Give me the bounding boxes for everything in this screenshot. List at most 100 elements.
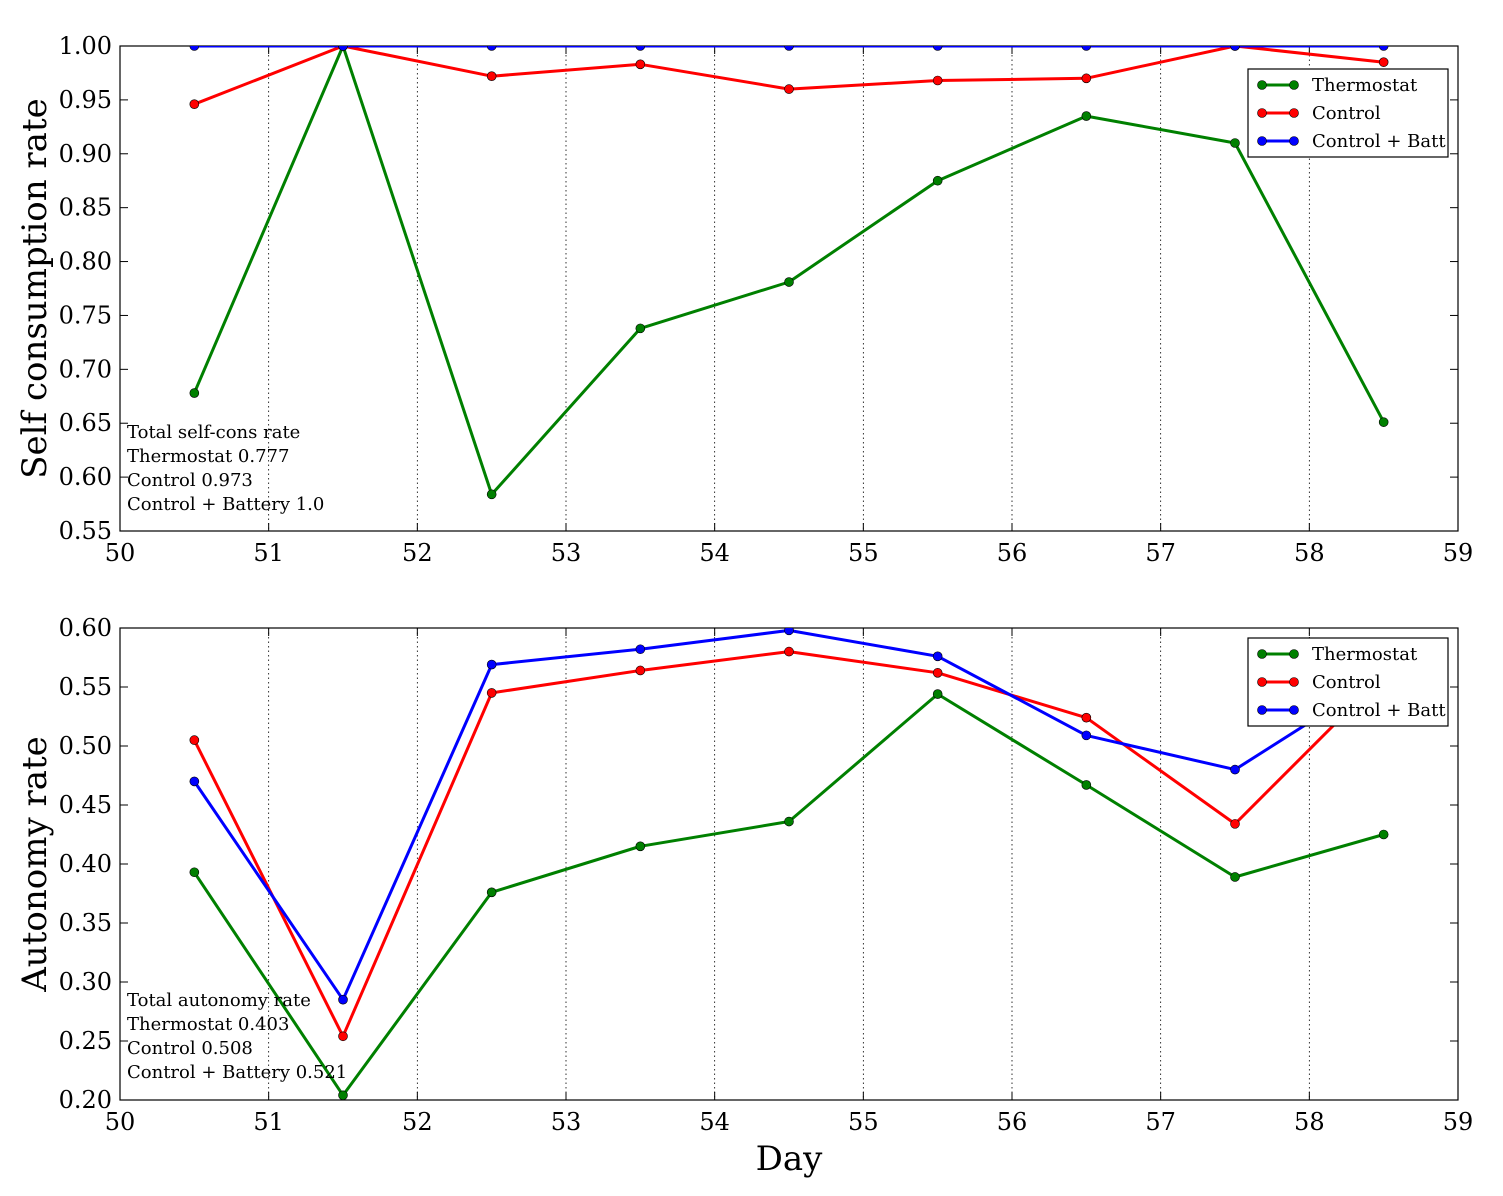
x-tick-label: 58 [1294, 1108, 1325, 1136]
data-point [1081, 111, 1092, 121]
legend-label: Control + Batt [1312, 131, 1446, 152]
data-point [784, 277, 794, 287]
data-point [1230, 138, 1240, 148]
data-point [486, 659, 497, 670]
data-point [1378, 829, 1389, 840]
y-tick-label: 0.55 [59, 517, 112, 545]
data-point [486, 688, 497, 698]
x-tick-label: 55 [848, 539, 879, 567]
data-point [486, 71, 497, 81]
legend-marker [1289, 80, 1299, 90]
data-point [932, 175, 943, 186]
data-point [1081, 730, 1092, 741]
data-point [635, 841, 646, 852]
legend-label: Control + Batt [1312, 700, 1446, 721]
series-line-control [193, 46, 1384, 106]
data-point [1378, 46, 1389, 51]
legend-marker [1257, 80, 1267, 90]
x-tick-label: 59 [1443, 539, 1474, 567]
legend-marker [1257, 136, 1267, 146]
annotation-line: Thermostat 0.777 [127, 446, 289, 467]
data-point [784, 84, 794, 94]
series-line-control [192, 650, 1385, 1038]
data-point [189, 735, 200, 745]
annotation-line: Total autonomy rate [127, 990, 311, 1011]
data-point [1230, 764, 1240, 775]
legend-label: Thermostat [1312, 644, 1418, 665]
y-tick-label: 0.60 [59, 463, 112, 491]
legend-marker [1289, 108, 1299, 118]
y-tick-label: 0.65 [59, 409, 112, 437]
x-tick-label: 51 [253, 539, 284, 567]
legend-marker [1289, 677, 1299, 687]
y-tick-label: 0.95 [59, 86, 112, 114]
x-tick-label: 58 [1294, 539, 1325, 567]
y-tick-label: 0.50 [59, 732, 112, 760]
legend: Thermostat Control Control + Batt [1247, 637, 1449, 727]
x-tick-label: 56 [997, 1108, 1028, 1136]
data-point [1081, 780, 1092, 790]
data-point [338, 1090, 348, 1100]
data-point [189, 99, 200, 109]
data-point [486, 489, 497, 500]
x-tick-label: 50 [105, 539, 136, 567]
annotation-line: Control + Battery 1.0 [127, 494, 324, 515]
annotation-line: Thermostat 0.403 [127, 1014, 289, 1035]
data-point [784, 646, 794, 657]
y-tick-label: 0.60 [59, 614, 112, 642]
data-point [635, 665, 646, 676]
y-tick-label: 0.35 [59, 909, 112, 937]
data-point [1081, 73, 1092, 84]
data-point [486, 887, 497, 898]
x-tick-label: 52 [402, 1108, 433, 1136]
legend-marker [1257, 649, 1267, 659]
data-point [486, 46, 497, 51]
data-point [189, 388, 200, 398]
x-tick-label: 56 [997, 539, 1028, 567]
x-tick-label: 53 [551, 1108, 582, 1136]
legend-marker [1289, 649, 1299, 659]
data-point [932, 75, 943, 86]
data-point [1378, 57, 1389, 67]
data-point [932, 651, 943, 662]
x-tick-label: 54 [699, 539, 730, 567]
data-point [635, 644, 646, 655]
y-tick-label: 0.45 [59, 791, 112, 819]
legend-marker [1289, 136, 1299, 146]
y-tick-label: 1.00 [59, 32, 112, 60]
x-tick-label: 57 [1145, 1108, 1176, 1136]
x-tick-label: 53 [551, 539, 582, 567]
data-point [784, 628, 794, 636]
x-tick-label: 55 [848, 1108, 879, 1136]
y-tick-label: 0.30 [59, 968, 112, 996]
data-point [932, 668, 943, 678]
y-tick-label: 0.20 [59, 1086, 112, 1114]
legend-marker [1257, 677, 1267, 687]
self-consumption-chart: 50 51 52 53 54 55 56 57 58 59 0.55 0.60 0.65 0.70 0.75… [15, 32, 1473, 567]
data-point [1081, 46, 1092, 51]
data-point [1081, 712, 1092, 723]
legend: Thermostat Control Control + Batt [1247, 68, 1449, 158]
legend-marker [1257, 705, 1267, 715]
y-axis-title: Autonomy rate [15, 736, 55, 993]
data-point [189, 46, 200, 51]
data-point [784, 46, 794, 51]
legend-label: Control [1312, 103, 1381, 124]
autonomy-chart: 50 51 52 53 54 55 56 57 58 59 0.20 0.25 0.30 0.35 0.40… [15, 614, 1473, 1179]
data-point [635, 59, 646, 70]
series-line-thermostat [192, 46, 1386, 496]
x-tick-label: 54 [699, 1108, 730, 1136]
annotation-line: Control 0.508 [127, 1038, 253, 1059]
x-tick-label: 50 [105, 1108, 136, 1136]
data-point [635, 46, 646, 51]
x-tick-label: 57 [1145, 539, 1176, 567]
data-point [1378, 417, 1389, 427]
y-tick-label: 0.85 [59, 194, 112, 222]
y-tick-label: 0.55 [59, 673, 112, 701]
legend-marker [1289, 705, 1299, 715]
legend-label: Thermostat [1312, 75, 1418, 96]
data-point [189, 776, 200, 787]
data-point [932, 689, 943, 699]
data-point [1230, 819, 1240, 829]
x-tick-label: 52 [402, 539, 433, 567]
